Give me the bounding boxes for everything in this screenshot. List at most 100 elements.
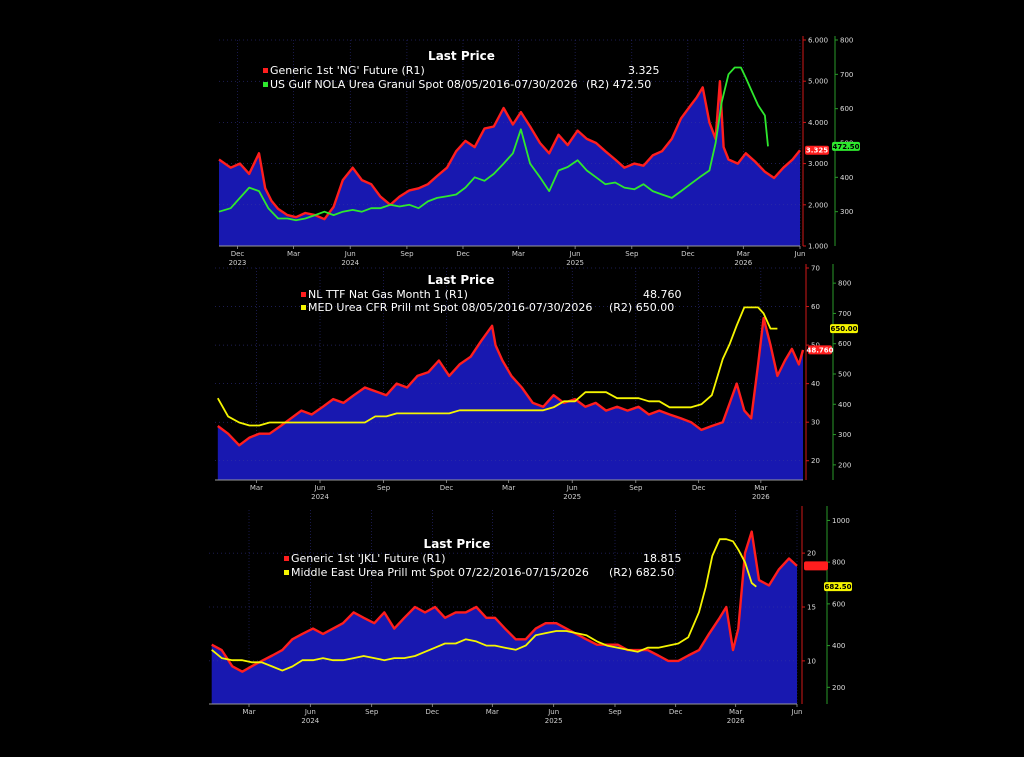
y-outer-tick-label: 400	[832, 642, 845, 650]
x-tick-label: Mar	[242, 708, 255, 716]
legend-last-value-1: 48.760	[643, 288, 682, 301]
x-tick-label: Dec	[440, 484, 454, 492]
chart-title: Last Price	[424, 537, 491, 551]
y-inner-tick-label: 10	[807, 657, 816, 665]
legend-swatch-1	[301, 292, 306, 297]
x-tick-label: Mar	[512, 250, 525, 258]
series-line-2	[211, 538, 757, 672]
y-inner-tick-label: 2.000	[808, 201, 828, 209]
y-inner-tick-label: 60	[811, 303, 820, 311]
x-tick-label: Jun	[569, 250, 581, 258]
x-year-label: 2025	[545, 717, 563, 725]
x-tick-label: Jun	[344, 250, 356, 258]
y-inner-tick-label: 3.000	[808, 160, 828, 168]
x-tick-label: Mar	[486, 708, 499, 716]
y-outer-tick-label: 600	[838, 340, 851, 348]
x-tick-label: Jun	[304, 708, 316, 716]
legend-last-value-2: (R2) 682.50	[609, 566, 674, 579]
y-outer-tick-label: 1000	[832, 517, 850, 525]
x-tick-label: Sep	[400, 250, 414, 258]
legend-label-1: Generic 1st 'JKL' Future (R1)	[291, 552, 446, 565]
legend-label-2: US Gulf NOLA Urea Granul Spot 08/05/2016…	[270, 78, 578, 91]
chart-title: Last Price	[428, 49, 495, 63]
last-value-tag-1	[808, 345, 832, 355]
x-tick-label: Mar	[729, 708, 742, 716]
y-outer-tick-label: 300	[840, 208, 853, 216]
last-value-tag-2	[824, 582, 852, 592]
last-value-tag-text: 682.50	[824, 583, 851, 591]
x-tick-label: Mar	[287, 250, 300, 258]
y-outer-tick-label: 800	[838, 280, 851, 288]
last-value-tag-1	[804, 561, 828, 571]
x-tick-label: Mar	[250, 484, 263, 492]
legend-swatch-2	[263, 82, 268, 87]
last-value-tag-2	[832, 141, 860, 151]
y-inner-tick-label: 20	[811, 457, 820, 465]
legend-swatch-2	[301, 305, 306, 310]
y-outer-tick-label: 200	[832, 684, 845, 692]
x-tick-label: Jun	[791, 708, 803, 716]
legend-label-2: MED Urea CFR Prill mt Spot 08/05/2016-07…	[308, 301, 592, 314]
y-outer-tick-label: 400	[838, 401, 851, 409]
y-inner-tick-label: 5.000	[808, 78, 828, 86]
x-year-label: 2023	[229, 259, 247, 267]
series-area-1	[217, 318, 804, 480]
x-tick-label: Sep	[608, 708, 622, 716]
last-value-tag-text: 48.760	[806, 346, 833, 354]
legend-swatch-1	[263, 68, 268, 73]
x-tick-label: Sep	[365, 708, 379, 716]
x-year-label: 2024	[301, 717, 319, 725]
legend-swatch-1	[284, 556, 289, 561]
x-tick-label: Mar	[737, 250, 750, 258]
y-inner-tick-label: 15	[807, 604, 816, 612]
x-tick-label: Jun	[547, 708, 559, 716]
x-year-label: 2026	[752, 493, 770, 501]
y-inner-tick-label: 70	[811, 265, 820, 273]
last-value-tag-text: 650.00	[830, 325, 857, 333]
x-year-label: 2026	[727, 717, 745, 725]
last-value-tag-1	[805, 145, 829, 155]
y-outer-tick-label: 500	[838, 371, 851, 379]
y-outer-tick-label: 700	[838, 310, 851, 318]
last-value-tag-text: 3.325	[806, 147, 828, 155]
x-tick-label: Sep	[625, 250, 639, 258]
series-area-1	[219, 81, 800, 246]
x-tick-label: Dec	[681, 250, 695, 258]
x-tick-label: Mar	[502, 484, 515, 492]
x-tick-label: Dec	[426, 708, 440, 716]
series-line-2	[217, 306, 778, 427]
x-tick-label: Dec	[669, 708, 683, 716]
legend-label-1: NL TTF Nat Gas Month 1 (R1)	[308, 288, 468, 301]
y-inner-tick-label: 6.000	[808, 37, 828, 45]
last-value-tag-2	[830, 324, 858, 334]
x-year-label: 2025	[563, 493, 581, 501]
x-tick-label: Sep	[377, 484, 391, 492]
legend-last-value-1: 18.815	[643, 552, 682, 565]
y-outer-tick-label: 600	[832, 600, 845, 608]
y-outer-tick-label: 800	[832, 559, 845, 567]
x-tick-label: Mar	[754, 484, 767, 492]
series-line-2	[218, 66, 769, 222]
y-inner-tick-label: 4.000	[808, 119, 828, 127]
y-outer-tick-label: 200	[838, 461, 851, 469]
y-inner-tick-label: 1.000	[808, 243, 828, 251]
legend-swatch-2	[284, 570, 289, 575]
series-area-1	[211, 531, 797, 704]
y-inner-tick-label: 30	[811, 419, 820, 427]
x-tick-label: Dec	[231, 250, 245, 258]
x-tick-label: Sep	[629, 484, 643, 492]
x-tick-label: Jun	[794, 250, 806, 258]
legend-label-2: Middle East Urea Prill mt Spot 07/22/201…	[291, 566, 589, 579]
legend-last-value-1: 3.325	[628, 64, 660, 77]
legend-label-1: Generic 1st 'NG' Future (R1)	[270, 64, 425, 77]
y-inner-tick-label: 40	[811, 380, 820, 388]
x-year-label: 2025	[566, 259, 584, 267]
series-line-1	[217, 316, 805, 447]
y-outer-tick-label: 700	[840, 71, 853, 79]
x-tick-label: Dec	[692, 484, 706, 492]
y-outer-tick-label: 600	[840, 105, 853, 113]
